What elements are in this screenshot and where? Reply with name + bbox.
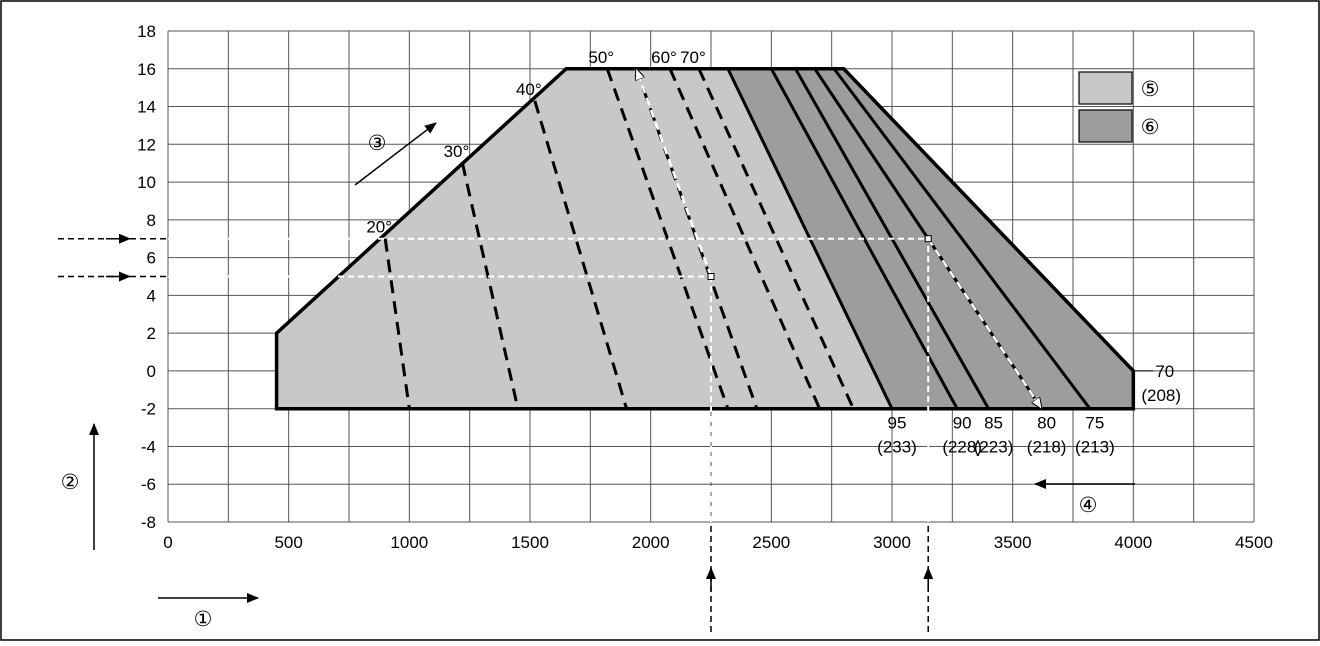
example-arrowhead-diagonal <box>636 69 640 82</box>
examples <box>58 69 1042 632</box>
tick-labels: 0 500 1000 1500 2000 2500 3000 3500 4000 4500 -8 -6… <box>137 22 1273 552</box>
legend-swatch <box>1078 71 1133 105</box>
x-tick-label: 1000 <box>390 533 428 552</box>
angle-label: 30° <box>444 142 470 161</box>
example-point <box>924 235 932 243</box>
envelope-outline <box>274 67 1136 411</box>
y-tick-label: 14 <box>137 98 156 117</box>
x-tick-label: 1500 <box>511 533 549 552</box>
x-tick-label: 3000 <box>873 533 911 552</box>
angle-line <box>533 100 628 410</box>
temperature-label: 70 <box>1155 362 1174 381</box>
x-tick-label: 2000 <box>632 533 670 552</box>
x-tick-label: 0 <box>163 533 172 552</box>
angle-label: 70° <box>680 48 706 67</box>
y-tick-label: 18 <box>137 22 156 41</box>
y-tick-label: 4 <box>147 286 156 305</box>
temperature-callout: ④ <box>1079 494 1098 517</box>
y-tick-label: 12 <box>137 135 156 154</box>
legend-swatch <box>1078 109 1133 143</box>
temperature-sublabel: (228) <box>942 438 982 457</box>
example-point <box>707 273 715 280</box>
angle-callout: ③ <box>368 132 387 155</box>
example-arrowhead-diagonal <box>1035 398 1042 408</box>
angle-label: 50° <box>588 48 614 67</box>
temperature-label: 75 <box>1085 414 1104 433</box>
angle-line <box>605 68 730 410</box>
example-guide-diagonal <box>635 68 713 277</box>
x-tick-label: 4000 <box>1114 533 1152 552</box>
temperature-sublabel: (233) <box>877 438 917 457</box>
temperature-label: 90 <box>953 414 972 433</box>
y-tick-label: 8 <box>147 211 156 230</box>
y-tick-label: -2 <box>141 400 156 419</box>
temperature-sublabel: (218) <box>1027 438 1067 457</box>
angle-label: 20° <box>366 218 392 237</box>
temperature-line <box>770 68 959 410</box>
y-tick-label: -8 <box>141 513 156 532</box>
y-tick-label: 16 <box>137 60 156 79</box>
x-tick-label: 4500 <box>1235 533 1273 552</box>
annotations: ① ② ③ ④ <box>61 122 1135 631</box>
y-tick-label: 0 <box>147 362 156 381</box>
y-axis-callout: ② <box>61 471 80 494</box>
y-tick-label: 10 <box>137 173 156 192</box>
x-tick-label: 2500 <box>752 533 790 552</box>
angle-direction-arrow <box>354 122 437 186</box>
y-tick-label: 2 <box>147 324 156 343</box>
x-tick-label: 3500 <box>994 533 1032 552</box>
angle-label: 40° <box>516 80 542 99</box>
temperature-label: 95 <box>888 414 907 433</box>
temperature-sublabel: (213) <box>1075 438 1115 457</box>
x-axis-callout: ① <box>194 608 213 631</box>
y-tick-label: -6 <box>141 475 156 494</box>
example-guide-diagonal <box>927 238 1043 410</box>
angle-line <box>383 238 411 409</box>
y-tick-label: 6 <box>147 249 156 268</box>
temperature-sublabel: (208) <box>1141 386 1181 405</box>
legend: ⑤⑥ <box>1078 71 1160 143</box>
angle-label: 60° <box>651 48 677 67</box>
legend-label: ⑤ <box>1141 78 1160 101</box>
legend-label: ⑥ <box>1141 116 1160 139</box>
temperature-line <box>832 67 1092 410</box>
x-tick-label: 500 <box>274 533 302 552</box>
temperature-label: 85 <box>984 414 1003 433</box>
envelope <box>274 67 1136 411</box>
temperature-label: 80 <box>1037 414 1056 433</box>
temperature-sublabel: (223) <box>974 438 1014 457</box>
y-tick-label: -4 <box>141 437 156 456</box>
